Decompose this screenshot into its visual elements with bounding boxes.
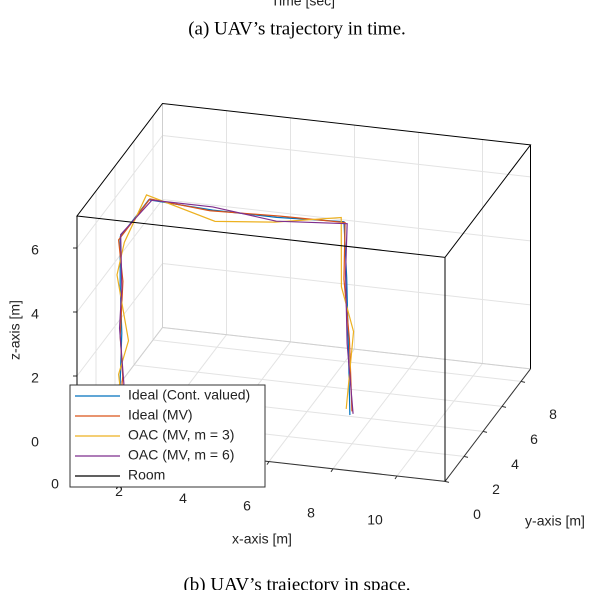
grid-line (162, 199, 531, 242)
previous-axis-label: Time [sec] (271, 0, 335, 9)
z-tick-label: 6 (31, 242, 39, 258)
grid-line (133, 364, 503, 407)
z-tick-label: 2 (31, 370, 39, 386)
x-axis-label: x-axis [m] (232, 531, 292, 547)
y-tick-label: 8 (549, 406, 557, 422)
x-tick-label: 8 (307, 505, 315, 521)
y-tick-label: 6 (530, 431, 538, 447)
legend-label: Ideal (MV) (128, 407, 193, 423)
tick-mark (520, 380, 526, 383)
trajectory (116, 194, 355, 425)
grid-line (268, 348, 355, 462)
trajectory (116, 199, 354, 421)
y-axis-label: y-axis [m] (525, 513, 585, 529)
caption: (b) UAV’s trajectory in space. (183, 574, 410, 590)
tick-mark (444, 480, 450, 483)
y-tick-label: 4 (511, 456, 519, 472)
legend-label: Ideal (Cont. valued) (128, 387, 250, 403)
x-tick-label: 2 (115, 483, 123, 499)
grid-line (396, 363, 483, 477)
axis-edge (162, 327, 531, 370)
x-tick-label: 10 (367, 512, 383, 528)
legend-box (69, 384, 266, 488)
top-caption: (a) UAV’s trajectory in time. (188, 18, 406, 39)
legend-label: OAC (MV, m = 6) (128, 447, 234, 463)
tick-mark (394, 475, 398, 480)
tick-mark (482, 430, 488, 433)
legend: Ideal (Cont. valued) Ideal (MV) OAC (MV, m… (69, 384, 266, 488)
y-tick-label: 2 (492, 481, 500, 497)
tick-mark (463, 455, 469, 458)
grid-line (162, 135, 531, 178)
z-tick-label: 4 (31, 306, 39, 322)
grid-line (332, 355, 419, 470)
y-axis (444, 368, 531, 482)
z-tick-label: 0 (31, 434, 39, 450)
z-axis-label: z-axis [m] (7, 300, 23, 360)
tick-mark (330, 468, 334, 473)
legend-label: Room (128, 467, 165, 483)
legend-label: OAC (MV, m = 3) (128, 427, 234, 443)
tick-mark (501, 405, 507, 408)
room-box (76, 102, 532, 482)
x-tick-label: 4 (179, 490, 187, 506)
grid-line (76, 135, 163, 249)
x-tick-label: 0 (51, 476, 59, 492)
y-tick-label: 0 (473, 506, 481, 522)
tick-mark (266, 461, 270, 465)
x-tick-label: 6 (243, 497, 251, 513)
grid-line (152, 339, 522, 382)
